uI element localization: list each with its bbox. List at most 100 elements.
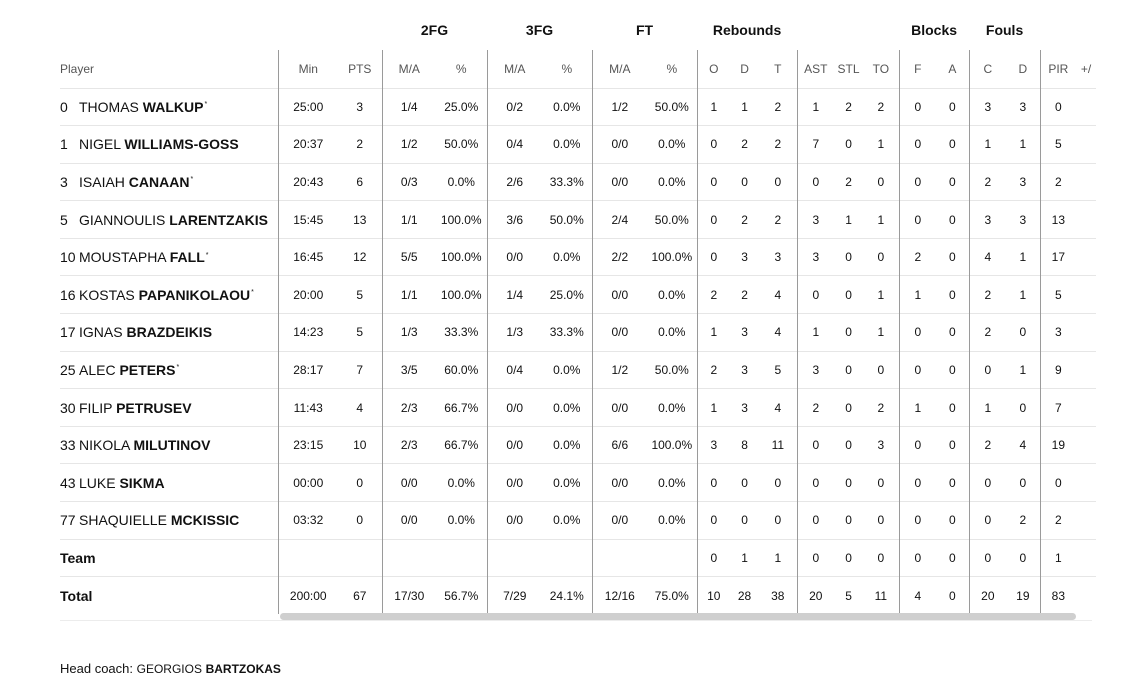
team-stat-plus-minus — [1076, 538, 1097, 577]
stat-to: 1 — [863, 200, 900, 239]
total-stat-ft: 12/16 — [591, 576, 648, 615]
stat-fc: 1 — [968, 125, 1007, 164]
stat-to: 0 — [863, 463, 900, 502]
stat-ft: 1/2 — [591, 350, 648, 389]
header-reb-o: O — [696, 50, 731, 88]
group-blocks: Blocks — [911, 22, 958, 38]
stat-fg2: 1/1 — [381, 200, 436, 239]
player-last-name: MILUTINOV — [133, 437, 211, 454]
stat-fg2p: 66.7% — [436, 425, 488, 464]
player-cell[interactable]: 33 NIKOLA MILUTINOV — [60, 425, 278, 464]
stat-d: 3 — [730, 388, 760, 427]
stat-stl: 0 — [834, 463, 864, 502]
header-ft-ma: M/A — [591, 50, 648, 88]
player-cell[interactable]: 3 ISAIAH CANAAN* — [60, 162, 278, 201]
player-row: 5 GIANNOULIS LARENTZAKIS 15:45 13 1/1 100.0% 3… — [60, 200, 1097, 239]
stat-fd: 1 — [1006, 275, 1041, 314]
stat-to: 1 — [863, 313, 900, 352]
player-cell[interactable]: 77 SHAQUIELLE MCKISSIC — [60, 501, 278, 540]
stat-ftp: 100.0% — [647, 425, 698, 464]
player-cell[interactable]: 10 MOUSTAPHA FALL* — [60, 237, 278, 276]
team-stat-bf: 0 — [898, 538, 937, 577]
header-min: Min — [277, 50, 338, 88]
stat-d: 2 — [730, 275, 760, 314]
stat-bf: 0 — [898, 200, 937, 239]
stat-ba: 0 — [936, 388, 970, 427]
stat-ast: 7 — [796, 125, 835, 164]
stat-fg3p: 50.0% — [542, 200, 593, 239]
stat-ba: 0 — [936, 313, 970, 352]
player-cell[interactable]: 25 ALEC PETERS* — [60, 350, 278, 389]
stat-d: 0 — [730, 162, 760, 201]
stat-pir: 7 — [1039, 388, 1077, 427]
player-cell[interactable]: 0 THOMAS WALKUP* — [60, 87, 278, 126]
stat-ft: 0/0 — [591, 162, 648, 201]
player-first-name: NIGEL — [79, 136, 121, 153]
stat-d: 2 — [730, 125, 760, 164]
stat-fc: 2 — [968, 275, 1007, 314]
player-first-name: IGNAS — [79, 324, 123, 341]
player-cell[interactable]: 5 GIANNOULIS LARENTZAKIS — [60, 200, 278, 239]
stat-ft: 0/0 — [591, 501, 648, 540]
stat-ft: 2/4 — [591, 200, 648, 239]
stat-plus-minus — [1076, 425, 1097, 464]
group-header-row: 2FG 3FG FT Rebounds Blocks Fouls — [60, 0, 1096, 50]
stat-fg3: 2/6 — [486, 162, 543, 201]
stat-ast: 1 — [796, 87, 835, 126]
stat-fg2p: 66.7% — [436, 388, 488, 427]
player-cell[interactable]: 30 FILIP PETRUSEV — [60, 388, 278, 427]
stat-pir: 17 — [1039, 237, 1077, 276]
total-stat-ba: 0 — [936, 576, 970, 615]
stat-pir: 5 — [1039, 125, 1077, 164]
stat-d: 8 — [730, 425, 760, 464]
stat-fg3: 0/0 — [486, 425, 543, 464]
stat-fg2p: 33.3% — [436, 313, 488, 352]
player-cell[interactable]: 17 IGNAS BRAZDEIKIS — [60, 313, 278, 352]
stat-d: 3 — [730, 350, 760, 389]
stat-ba: 0 — [936, 501, 970, 540]
stat-fg2: 0/0 — [381, 463, 436, 502]
stat-stl: 0 — [834, 275, 864, 314]
stat-min: 23:15 — [277, 425, 338, 464]
head-coach-first-name: GEORGIOS — [136, 662, 202, 676]
stat-fg2p: 0.0% — [436, 501, 488, 540]
player-cell[interactable]: 16 KOSTAS PAPANIKOLAOU* — [60, 275, 278, 314]
player-last-name: WILLIAMS-GOSS — [124, 136, 239, 153]
stat-ftp: 100.0% — [647, 237, 698, 276]
player-last-name: PETRUSEV — [116, 399, 192, 416]
stat-pts: 5 — [338, 313, 382, 352]
stat-o: 1 — [696, 87, 731, 126]
stat-fd: 3 — [1006, 200, 1041, 239]
player-cell[interactable]: 1 NIGEL WILLIAMS-GOSS — [60, 125, 278, 164]
player-row: 25 ALEC PETERS* 28:17 7 3/5 60.0% 0/4 0.0% 1/2 50… — [60, 350, 1097, 389]
stat-pir: 2 — [1039, 501, 1077, 540]
stat-t: 5 — [759, 350, 798, 389]
stat-fd: 2 — [1006, 501, 1041, 540]
boxscore-table-container: 2FG 3FG FT Rebounds Blocks Fouls Player … — [60, 0, 1097, 615]
stat-fg2p: 25.0% — [436, 87, 488, 126]
stat-plus-minus — [1076, 237, 1097, 276]
stat-ast: 3 — [796, 237, 835, 276]
total-stat-min: 200:00 — [277, 576, 338, 615]
stat-bf: 0 — [898, 162, 937, 201]
header-ast: AST — [796, 50, 835, 88]
stat-ast: 0 — [796, 275, 835, 314]
horizontal-scrollbar[interactable] — [280, 613, 1076, 620]
stat-fg3: 0/2 — [486, 87, 543, 126]
stat-min: 20:00 — [277, 275, 338, 314]
total-stat-ast: 20 — [796, 576, 835, 615]
team-stat-fg3p — [542, 538, 593, 577]
player-cell[interactable]: 43 LUKE SIKMA — [60, 463, 278, 502]
stat-ba: 0 — [936, 463, 970, 502]
stat-fc: 2 — [968, 425, 1007, 464]
stat-t: 4 — [759, 313, 798, 352]
header-blk-f: F — [898, 50, 937, 88]
total-stat-pts: 67 — [338, 576, 382, 615]
stat-fg3: 0/4 — [486, 350, 543, 389]
divider — [60, 620, 1092, 621]
player-number: 77 — [60, 512, 76, 529]
stat-stl: 0 — [834, 237, 864, 276]
stat-o: 0 — [696, 237, 731, 276]
team-stat-fg2p — [436, 538, 488, 577]
stat-ftp: 0.0% — [647, 501, 698, 540]
